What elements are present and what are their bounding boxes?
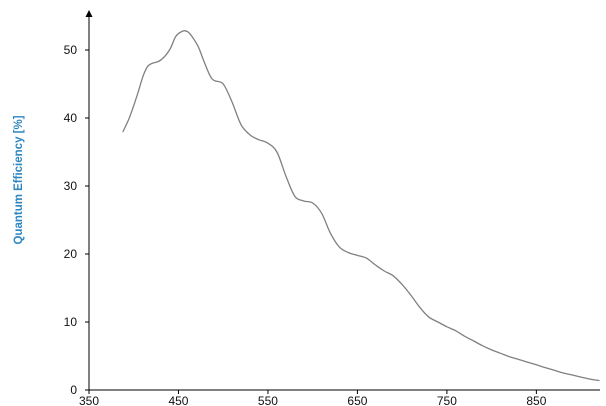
x-tick-label: 550 bbox=[258, 394, 278, 406]
y-tick-label: 30 bbox=[64, 179, 78, 193]
y-tick-label: 0 bbox=[70, 383, 77, 397]
y-tick-label: 20 bbox=[64, 247, 78, 261]
y-axis-ticks: 0 10 20 30 40 50 bbox=[64, 43, 89, 397]
x-tick-label: 650 bbox=[347, 394, 367, 406]
x-tick-label: 450 bbox=[168, 394, 188, 406]
x-axis-ticks: 350 450 550 650 750 850 bbox=[79, 390, 547, 406]
y-tick-label: 10 bbox=[64, 315, 78, 329]
x-tick-label: 750 bbox=[437, 394, 457, 406]
x-tick-label: 850 bbox=[526, 394, 546, 406]
y-axis-title: Quantum Efficiency [%] bbox=[13, 115, 25, 244]
x-tick-label: 350 bbox=[79, 394, 99, 406]
y-tick-label: 50 bbox=[64, 43, 78, 57]
quantum-efficiency-curve bbox=[122, 29, 600, 382]
y-axis-arrowhead bbox=[85, 10, 93, 17]
y-tick-label: 40 bbox=[64, 111, 78, 125]
